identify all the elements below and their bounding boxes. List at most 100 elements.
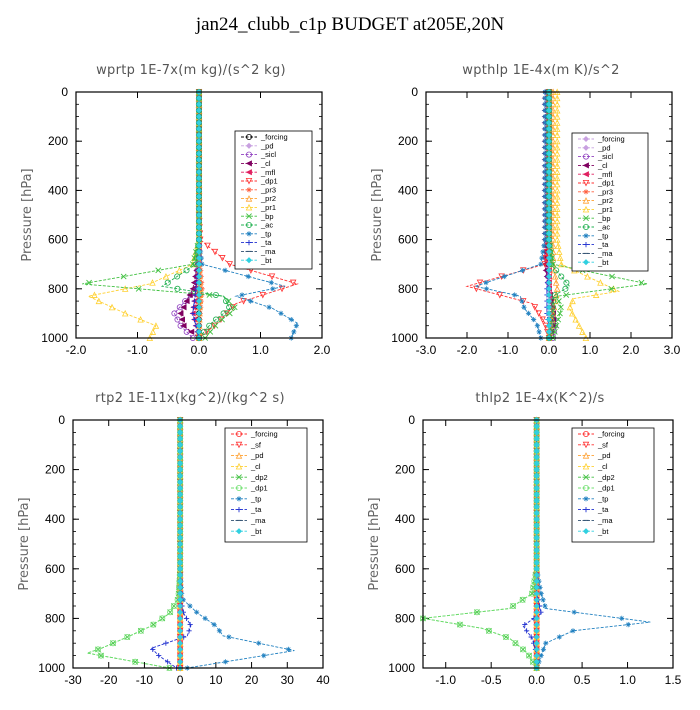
data-point bbox=[542, 175, 548, 181]
legend-marker bbox=[245, 257, 253, 264]
data-point bbox=[195, 205, 203, 212]
panel-title: wpthlp 1E-4x(m K)/s^2 bbox=[462, 63, 619, 78]
data-point bbox=[545, 119, 553, 126]
legend-marker bbox=[245, 142, 253, 149]
legend-marker bbox=[582, 528, 590, 535]
data-point bbox=[542, 107, 548, 114]
data-point bbox=[550, 261, 557, 268]
data-point bbox=[190, 310, 196, 316]
data-point bbox=[545, 132, 553, 139]
legend-label: _forcing bbox=[250, 430, 278, 439]
data-point bbox=[558, 260, 565, 268]
data-point bbox=[222, 659, 229, 665]
y-tick-label: 0 bbox=[408, 413, 415, 427]
data-point bbox=[177, 447, 184, 455]
data-point bbox=[533, 571, 540, 579]
data-point bbox=[545, 328, 553, 335]
x-tick-label: 20 bbox=[245, 673, 259, 687]
data-point bbox=[195, 267, 203, 274]
legend-marker bbox=[235, 462, 243, 470]
data-point bbox=[592, 291, 600, 298]
x-tick-label: -10 bbox=[136, 673, 154, 687]
data-point bbox=[533, 423, 540, 430]
data-point bbox=[542, 150, 548, 157]
x-tick-label: 1.5 bbox=[665, 673, 682, 687]
legend-marker bbox=[582, 223, 589, 230]
data-point bbox=[533, 509, 540, 517]
data-point bbox=[533, 534, 540, 541]
data-point bbox=[533, 658, 540, 665]
y-tick-label: 200 bbox=[45, 463, 65, 477]
data-point bbox=[121, 285, 129, 292]
legend-label: _bt bbox=[260, 256, 272, 265]
data-point bbox=[572, 316, 579, 323]
data-point bbox=[124, 633, 131, 640]
data-point bbox=[177, 423, 184, 430]
legend-marker bbox=[236, 507, 242, 513]
data-point bbox=[177, 602, 184, 610]
legend-label: _mfl bbox=[597, 170, 613, 179]
data-point bbox=[195, 193, 203, 200]
data-point bbox=[195, 236, 203, 243]
legend-label: _bt bbox=[597, 258, 609, 267]
data-point bbox=[199, 261, 205, 267]
data-point bbox=[177, 460, 184, 467]
data-point bbox=[553, 174, 561, 182]
data-point bbox=[609, 273, 615, 280]
legend-label: _dp1 bbox=[250, 484, 268, 493]
data-point bbox=[219, 255, 226, 262]
panel-thlp2: thlp2 1E-4x(K^2)/s Pressure [hPa] 0 200 400 6… bbox=[350, 380, 700, 710]
series-line bbox=[548, 92, 558, 339]
data-point bbox=[212, 322, 219, 329]
data-point bbox=[519, 646, 526, 653]
data-point bbox=[195, 107, 203, 114]
legend-marker bbox=[245, 178, 253, 185]
series-line bbox=[82, 92, 237, 339]
data-point bbox=[521, 304, 527, 310]
legend-marker bbox=[236, 496, 242, 502]
data-point bbox=[533, 540, 540, 548]
data-point bbox=[195, 132, 203, 139]
data-point bbox=[167, 609, 174, 616]
data-point bbox=[177, 596, 184, 603]
data-point bbox=[519, 298, 525, 304]
legend: _forcing_pd_sicl_cl_mfl_dp1_pr3_pr2_pr1_… bbox=[571, 132, 649, 272]
data-point bbox=[476, 279, 484, 287]
y-tick-label: 600 bbox=[395, 562, 415, 576]
data-point bbox=[156, 653, 162, 659]
legend-label: _dp1 bbox=[597, 484, 615, 493]
data-point bbox=[222, 267, 228, 273]
data-point bbox=[533, 485, 540, 492]
data-point bbox=[545, 205, 553, 212]
data-point bbox=[533, 491, 540, 498]
data-point bbox=[155, 267, 162, 274]
legend-label: _mfl bbox=[260, 168, 276, 177]
y-tick-label: 0 bbox=[58, 413, 65, 427]
data-point bbox=[625, 622, 631, 628]
data-point bbox=[553, 223, 561, 231]
data-point bbox=[553, 322, 560, 329]
legend-marker bbox=[236, 474, 242, 481]
data-point bbox=[226, 304, 233, 311]
plot-frame bbox=[72, 419, 324, 669]
data-point bbox=[176, 266, 183, 274]
data-point bbox=[456, 621, 463, 628]
data-point bbox=[557, 310, 563, 317]
data-point bbox=[540, 646, 547, 652]
data-point bbox=[270, 286, 276, 292]
y-tick-label: 1000 bbox=[391, 331, 418, 345]
data-point bbox=[195, 298, 203, 305]
data-point bbox=[545, 175, 553, 182]
x-tick-label: -1.0 bbox=[435, 673, 456, 687]
y-tick-label: 600 bbox=[48, 233, 68, 247]
data-point bbox=[177, 652, 184, 659]
data-point bbox=[563, 292, 570, 298]
y-tick-label: 1000 bbox=[388, 661, 415, 675]
data-point bbox=[545, 113, 553, 120]
data-point bbox=[291, 329, 297, 335]
data-point bbox=[525, 310, 532, 316]
data-point bbox=[542, 206, 548, 212]
data-point bbox=[189, 261, 196, 268]
data-point bbox=[256, 640, 262, 646]
data-point bbox=[537, 584, 543, 590]
